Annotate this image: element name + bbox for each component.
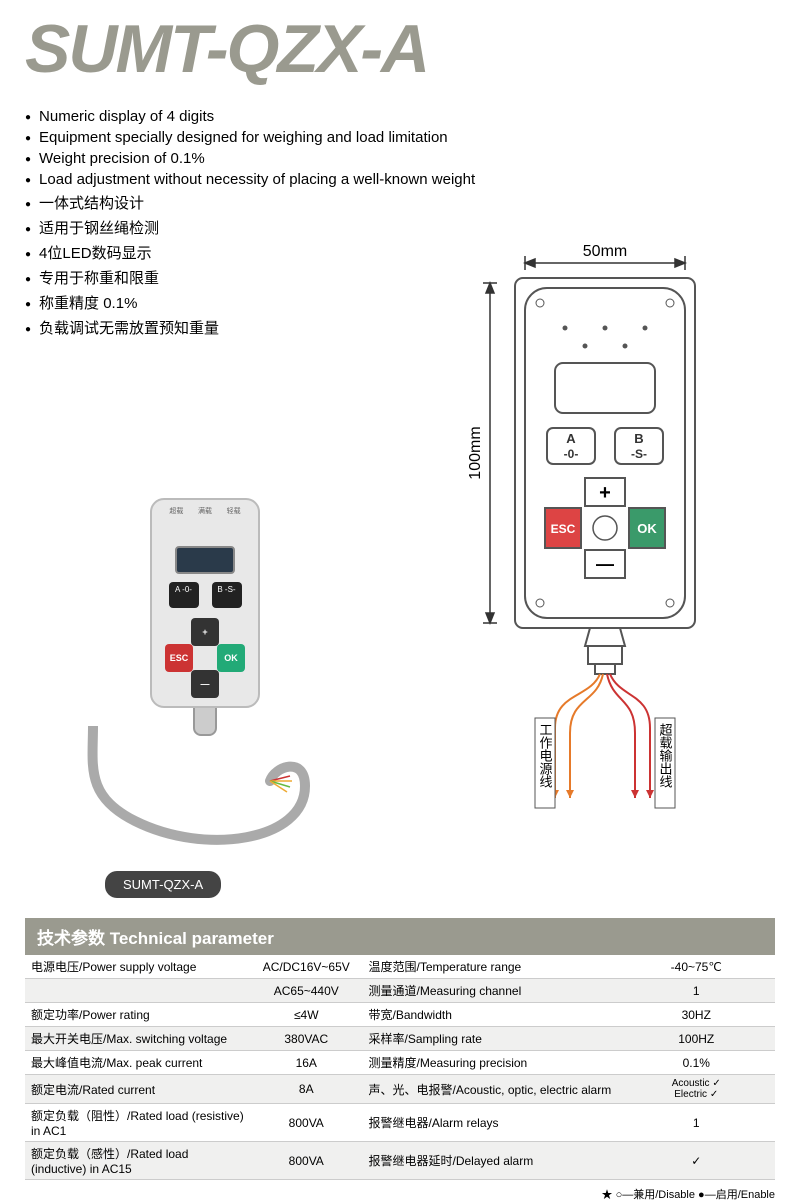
spec-label: 额定电流/Rated current (25, 1075, 250, 1104)
spec-label: 额定负载（阻性）/Rated load (resistive) in AC1 (25, 1104, 250, 1142)
spec-value: Acoustic ✓Electric ✓ (618, 1075, 776, 1104)
spec-value: 800VA (250, 1104, 363, 1142)
spec-label: 带宽/Bandwidth (363, 1003, 618, 1027)
spec-label: 最大开关电压/Max. switching voltage (25, 1027, 250, 1051)
feature-item: Equipment specially designed for weighin… (25, 129, 775, 146)
svg-text:OK: OK (637, 521, 657, 536)
esc-button: ESC (165, 644, 193, 672)
cable-illustration (75, 726, 335, 856)
table-legend: ★ ○—兼用/Disable ●—启用/Enable (25, 1186, 775, 1202)
spec-value: 1 (618, 979, 776, 1003)
spec-value: ≤4W (250, 1003, 363, 1027)
spec-label: 采样率/Sampling rate (363, 1027, 618, 1051)
dimension-diagram: 50mm 100mm (385, 228, 775, 848)
spec-label: 额定功率/Power rating (25, 1003, 250, 1027)
svg-text:ESC: ESC (551, 522, 576, 536)
diagram-button-a: A -0- (547, 428, 595, 464)
spec-header: 技术参数 Technical parameter (25, 918, 775, 955)
svg-text:-S-: -S- (631, 447, 647, 461)
svg-text:A: A (566, 431, 576, 446)
spec-label: 额定负载（感性）/Rated load (inductive) in AC15 (25, 1142, 250, 1180)
product-badge: SUMT-QZX-A (105, 871, 221, 898)
spec-label: 电源电压/Power supply voltage (25, 955, 250, 979)
spec-row: AC65~440V测量通道/Measuring channel1 (25, 979, 775, 1003)
spec-label (25, 979, 250, 1003)
width-dim: 50mm (583, 243, 627, 260)
spec-value: ✓ (618, 1142, 776, 1180)
spec-row: 额定负载（感性）/Rated load (inductive) in AC158… (25, 1142, 775, 1180)
feature-item: Numeric display of 4 digits (25, 108, 775, 125)
spec-label: 最大峰值电流/Max. peak current (25, 1051, 250, 1075)
svg-text:—: — (596, 554, 614, 574)
button-b: B -S- (212, 582, 242, 608)
spec-value: AC/DC16V~65V (250, 955, 363, 979)
feature-item: 一体式结构设计 (25, 192, 775, 213)
spec-row: 电源电压/Power supply voltageAC/DC16V~65V温度范… (25, 955, 775, 979)
ok-button: OK (217, 644, 245, 672)
minus-button: — (191, 670, 219, 698)
spec-row: 最大峰值电流/Max. peak current16A测量精度/Measurin… (25, 1051, 775, 1075)
spec-value: 800VA (250, 1142, 363, 1180)
spec-value: -40~75℃ (618, 955, 776, 979)
spec-value: 380VAC (250, 1027, 363, 1051)
wire-label-2: 超载输出线 (658, 723, 673, 788)
spec-row: 最大开关电压/Max. switching voltage380VAC采样率/S… (25, 1027, 775, 1051)
spec-label: 声、光、电报警/Acoustic, optic, electric alarm (363, 1075, 618, 1104)
spec-value: 100HZ (618, 1027, 776, 1051)
diagram-button-b: B -S- (615, 428, 663, 464)
spec-value: 1 (618, 1104, 776, 1142)
spec-row: 额定电流/Rated current8A声、光、电报警/Acoustic, op… (25, 1075, 775, 1104)
plus-button: + (191, 618, 219, 646)
spec-table: 电源电压/Power supply voltageAC/DC16V~65V温度范… (25, 955, 775, 1180)
spec-value: 8A (250, 1075, 363, 1104)
spec-value: 30HZ (618, 1003, 776, 1027)
spec-row: 额定功率/Power rating≤4W带宽/Bandwidth30HZ (25, 1003, 775, 1027)
svg-text:-0-: -0- (564, 447, 579, 461)
spec-label: 温度范围/Temperature range (363, 955, 618, 979)
button-a: A -0- (169, 582, 199, 608)
svg-text:+: + (599, 482, 611, 504)
product-title: SUMT-QZX-A (25, 10, 775, 88)
feature-item: Load adjustment without necessity of pla… (25, 171, 775, 188)
wire-label-1: 工作电源线 (538, 723, 553, 788)
spec-value: 0.1% (618, 1051, 776, 1075)
feature-item: Weight precision of 0.1% (25, 150, 775, 167)
spec-label: 测量精度/Measuring precision (363, 1051, 618, 1075)
spec-label: 报警继电器/Alarm relays (363, 1104, 618, 1142)
spec-label: 测量通道/Measuring channel (363, 979, 618, 1003)
product-photo: 超载满载轻载 A -0- B -S- + ESC OK — (25, 498, 385, 898)
spec-label: 报警继电器延时/Delayed alarm (363, 1142, 618, 1180)
spec-value: 16A (250, 1051, 363, 1075)
svg-text:B: B (634, 431, 643, 446)
spec-value: AC65~440V (250, 979, 363, 1003)
spec-row: 额定负载（阻性）/Rated load (resistive) in AC180… (25, 1104, 775, 1142)
height-dim: 100mm (467, 426, 484, 479)
